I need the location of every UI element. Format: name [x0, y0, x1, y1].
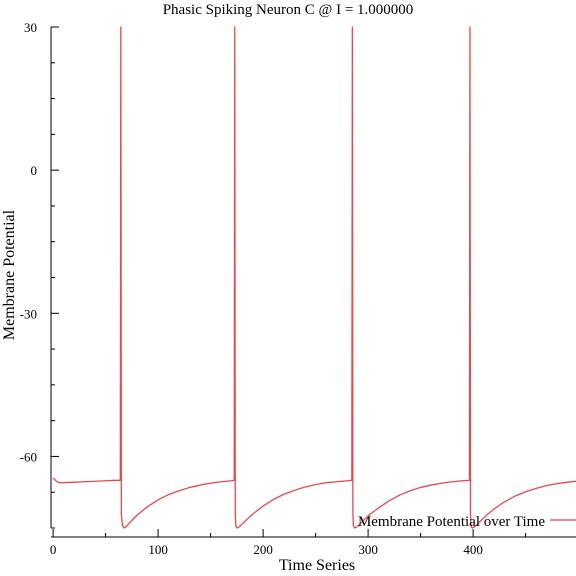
series-line-0 [52, 26, 576, 529]
x-tick-label: 300 [358, 542, 378, 557]
x-tick-label: 100 [148, 542, 168, 557]
y-tick-label: -60 [20, 449, 37, 464]
legend-label: Membrane Potential over Time [358, 514, 545, 530]
y-axis-label: Membrane Potential [1, 209, 18, 340]
x-tick-label: 200 [253, 542, 273, 557]
chart-title: Phasic Spiking Neuron C @ I = 1.000000 [163, 2, 414, 18]
y-tick-label: 0 [31, 163, 38, 178]
y-tick-label: 30 [24, 20, 37, 35]
x-tick-label: 400 [463, 542, 483, 557]
x-axis-label: Time Series [279, 557, 355, 574]
y-tick-label: -30 [20, 306, 37, 321]
x-tick-label: 0 [50, 542, 57, 557]
